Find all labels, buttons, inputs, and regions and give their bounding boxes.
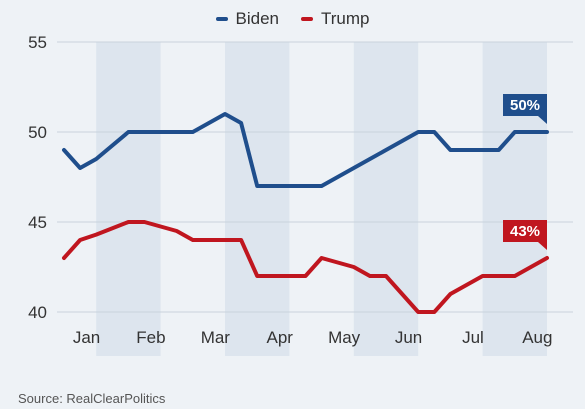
y-tick-label-45: 45 <box>28 213 47 232</box>
y-tick-label-40: 40 <box>28 303 47 322</box>
source-note: Source: RealClearPolitics <box>18 391 166 406</box>
month-band-feb <box>96 42 161 356</box>
series-line-trump <box>62 220 549 314</box>
x-tick-label-jan: Jan <box>73 328 100 347</box>
end-label-trump: 43% <box>503 220 547 250</box>
legend: Biden Trump <box>0 9 585 29</box>
x-tick-label-jul: Jul <box>462 328 484 347</box>
end-label-biden: 50% <box>503 94 547 124</box>
x-tick-label-jun: Jun <box>395 328 422 347</box>
end-label-text-trump: 43% <box>510 223 540 240</box>
x-tick-label-mar: Mar <box>201 328 231 347</box>
end-label-pointer-trump <box>538 242 547 250</box>
end-label-pointer-biden <box>538 116 547 124</box>
legend-swatch-trump <box>300 17 313 21</box>
legend-swatch-biden <box>215 17 228 21</box>
legend-item-trump[interactable]: Trump <box>300 9 370 29</box>
legend-item-biden[interactable]: Biden <box>215 9 279 29</box>
y-tick-label-55: 55 <box>28 33 47 52</box>
month-band-jun <box>353 42 419 356</box>
x-tick-label-aug: Aug <box>522 328 552 347</box>
end-label-text-biden: 50% <box>510 97 540 114</box>
x-tick-label-feb: Feb <box>136 328 165 347</box>
x-tick-label-apr: Apr <box>267 328 294 347</box>
end-label-box-biden <box>503 94 547 116</box>
series-line-biden <box>62 112 549 188</box>
end-label-box-trump <box>503 220 547 242</box>
month-band-apr <box>225 42 290 356</box>
legend-label-biden: Biden <box>235 9 279 28</box>
x-tick-label-may: May <box>328 328 361 347</box>
y-tick-label-50: 50 <box>28 123 47 142</box>
month-band-aug <box>482 42 547 356</box>
line-chart: 40 45 50 55 Jan Feb Mar Apr May Jun Jul Aug 50% 43% <box>28 33 573 356</box>
legend-label-trump: Trump <box>320 9 370 28</box>
